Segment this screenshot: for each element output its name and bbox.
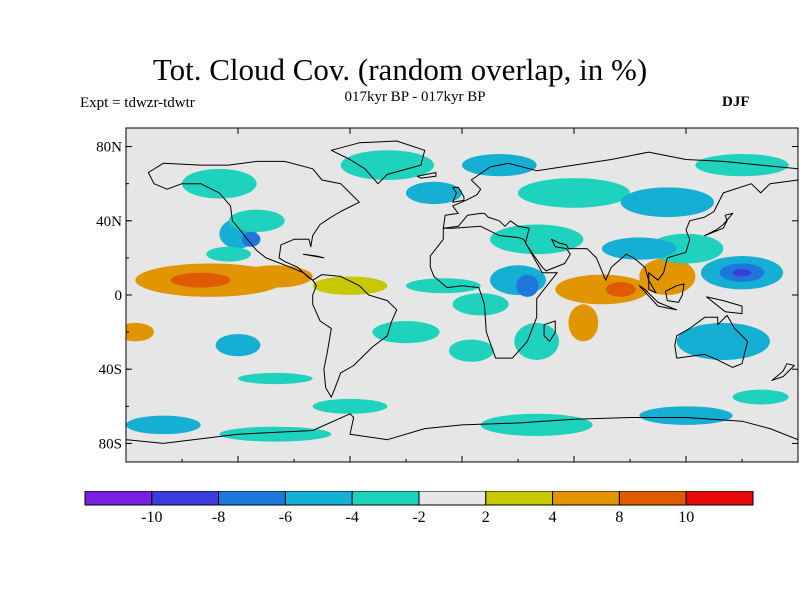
y-tick-label: 0 [115, 288, 123, 304]
chart-title: Tot. Cloud Cov. (random overlap, in %) [152, 52, 648, 87]
anomaly-region [602, 237, 677, 260]
anomaly-region [648, 233, 724, 264]
colorbar-boxes [84, 491, 754, 506]
anomaly-region [182, 168, 257, 199]
anomaly-region [228, 209, 285, 232]
y-tick-label: 40S [99, 362, 122, 378]
colorbar-label: -2 [412, 509, 425, 526]
anomaly-region [620, 187, 714, 218]
anomaly-region [372, 320, 440, 344]
x-tick-label: 180 [787, 472, 800, 474]
coastline [638, 285, 678, 311]
x-tick-label: 0 [458, 472, 466, 474]
anomaly-region [340, 150, 434, 180]
colorbar-label: 4 [549, 509, 557, 526]
map-plot: 80N 40N 0 40S 80S 180 120W 60W 0 60E 120E 180 [96, 127, 800, 474]
anomaly-region [215, 333, 261, 357]
coastline [302, 253, 325, 259]
colorbar-label: -4 [346, 509, 359, 526]
anomaly-region [676, 322, 770, 360]
coastline [674, 314, 749, 368]
coastline [706, 296, 743, 315]
coastline-layer [126, 140, 798, 462]
colorbar-box [218, 491, 286, 506]
x-tick-label: 120E [670, 472, 702, 474]
anomaly-region [555, 274, 649, 305]
season-label: DJF [722, 94, 750, 110]
anomaly-region [490, 224, 584, 255]
colorbar-box [418, 491, 487, 506]
chart-subtitle: 017kyr BP - 017kyr BP [344, 89, 486, 105]
coastline [416, 172, 437, 179]
anomaly-region [605, 282, 636, 297]
colorbar-box [151, 491, 220, 506]
coastline [665, 283, 685, 303]
anomaly-region [518, 178, 630, 208]
coastline [330, 140, 426, 185]
anomaly-region [312, 276, 388, 295]
anomaly-region [639, 257, 696, 295]
y-tick-label: 80S [99, 436, 122, 452]
colorbar-label: 10 [678, 509, 694, 526]
anomaly-region [732, 389, 789, 405]
colorbar-box [284, 491, 353, 506]
colorbar-labels: -10 -8 -6 -4 -2 2 4 8 10 [141, 509, 694, 526]
coastline [126, 413, 798, 462]
colorbar-box [84, 491, 153, 506]
coastline [704, 212, 734, 237]
x-tick-label: 180 [115, 472, 138, 474]
y-axis: 80N 40N 0 40S 80S [96, 140, 798, 452]
anomaly-region [241, 231, 261, 247]
coastline [452, 186, 465, 203]
experiment-label: Expt = tdwzr-tdwtr [80, 95, 195, 111]
colorbar-label: 2 [482, 509, 490, 526]
anomaly-region [219, 426, 332, 442]
anomaly-region [568, 304, 599, 342]
coastline [312, 274, 398, 398]
anomaly-layer [126, 150, 789, 442]
anomaly-region [514, 322, 560, 360]
anomaly-region [452, 293, 509, 316]
colorbar-label: 8 [615, 509, 623, 526]
colorbar-box [685, 491, 754, 506]
colorbar-box [351, 491, 420, 506]
y-tick-label: 40N [96, 214, 122, 230]
anomaly-region [312, 398, 388, 414]
anomaly-region [695, 153, 789, 177]
x-tick-label: 60E [562, 472, 586, 474]
coastline [429, 225, 558, 359]
anomaly-region [732, 269, 752, 277]
colorbar-box [485, 491, 554, 506]
y-tick-label: 80N [96, 140, 122, 156]
anomaly-region [516, 274, 539, 297]
colorbar-label: -8 [212, 509, 225, 526]
anomaly-region [238, 372, 313, 385]
x-tick-label: 120W [220, 472, 258, 474]
anomaly-region [206, 246, 252, 262]
coastline [543, 320, 556, 342]
anomaly-region [448, 339, 494, 362]
x-axis: 180 120W 60W 0 60E 120E 180 [115, 128, 800, 474]
colorbar-label: -6 [279, 509, 292, 526]
anomaly-region [126, 415, 201, 435]
anomaly-region [238, 265, 313, 288]
coastline [771, 363, 795, 381]
colorbar-label: -10 [141, 509, 162, 526]
anomaly-region [406, 181, 462, 205]
anomaly-region [480, 413, 593, 437]
anomaly-region [639, 406, 733, 425]
coastline [147, 160, 360, 281]
colorbar-box [552, 491, 620, 506]
anomaly-region [170, 272, 231, 288]
x-tick-label: 60W [335, 472, 365, 474]
colorbar-box [618, 491, 687, 506]
anomaly-region [126, 322, 154, 342]
colorbar: -10 -8 -6 -4 -2 2 4 8 10 [84, 491, 754, 526]
coastline [442, 151, 798, 294]
anomaly-region [406, 278, 481, 294]
